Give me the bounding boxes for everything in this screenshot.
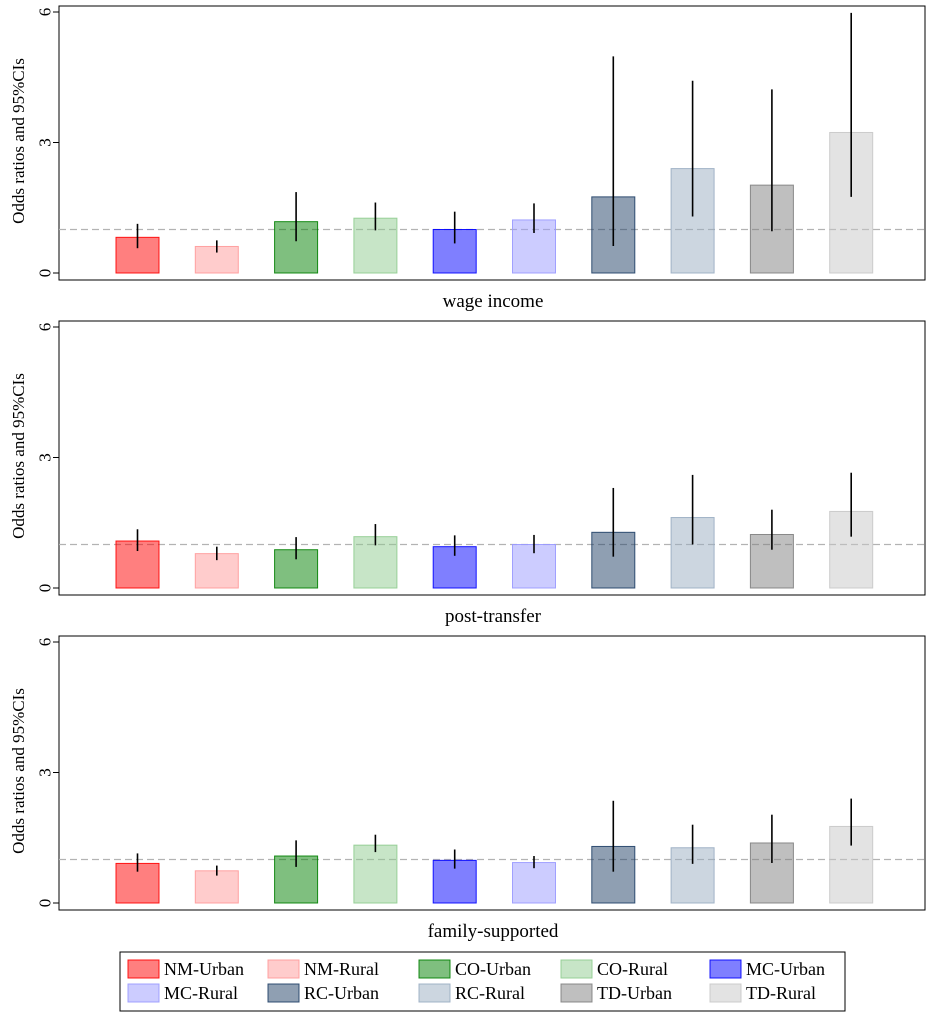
legend-label: CO-Urban <box>455 959 531 979</box>
panel-1: 0 3 6 Odds ratios and 95%CIs wage income <box>9 5 926 312</box>
panel-2: 0 3 6 Odds ratios and 95%CIs post-transfer <box>9 320 926 627</box>
legend-swatch <box>709 959 742 979</box>
y-tick-label: 3 <box>36 138 55 147</box>
y-tick-label: 6 <box>36 638 55 647</box>
y-tick-label: 0 <box>36 584 55 593</box>
legend-label: NM-Rural <box>304 959 379 979</box>
legend-swatch <box>560 959 593 979</box>
plot-frame <box>58 5 926 281</box>
legend-item: TD-Urban <box>560 983 672 1003</box>
y-tick-label: 3 <box>36 453 55 462</box>
legend-item: NM-Rural <box>267 959 379 979</box>
legend-label: RC-Urban <box>304 983 379 1003</box>
legend-label: TD-Urban <box>597 983 672 1003</box>
legend-item: MC-Urban <box>709 959 825 979</box>
bar-mc-rural <box>512 862 556 904</box>
plot-frame <box>58 635 926 911</box>
bar-co-rural <box>353 844 398 904</box>
y-tick-label: 3 <box>36 768 55 777</box>
legend-item: CO-Rural <box>560 959 668 979</box>
legend-label: NM-Urban <box>164 959 244 979</box>
legend-swatch <box>709 983 742 1003</box>
legend-swatch <box>127 983 160 1003</box>
legend-item: CO-Urban <box>418 959 531 979</box>
panel-label: wage income <box>443 291 544 312</box>
y-axis-title: Odds ratios and 95%CIs <box>9 688 28 854</box>
bar-mc-urban <box>432 229 477 274</box>
y-tick-label: 6 <box>36 8 55 17</box>
legend-label: MC-Rural <box>164 983 238 1003</box>
y-tick-label: 6 <box>36 323 55 332</box>
legend-label: RC-Rural <box>455 983 525 1003</box>
y-axis-title: Odds ratios and 95%CIs <box>9 373 28 539</box>
legend-label: MC-Urban <box>746 959 825 979</box>
panel-3: 0 3 6 Odds ratios and 95%CIs family-supporte… <box>9 635 926 942</box>
plot-frame <box>58 320 926 596</box>
legend-item: RC-Urban <box>267 983 379 1003</box>
legend: NM-Urban NM-Rural CO-Urban CO-Rural MC-Urban… <box>119 951 846 1012</box>
legend-swatch <box>560 983 593 1003</box>
legend-item: NM-Urban <box>127 959 244 979</box>
legend-swatch <box>418 983 451 1003</box>
bar-nm-rural <box>194 870 239 904</box>
legend-label: CO-Rural <box>597 959 668 979</box>
legend-label: TD-Rural <box>746 983 816 1003</box>
legend-swatch <box>127 959 160 979</box>
legend-item: TD-Rural <box>709 983 816 1003</box>
y-tick-label: 0 <box>36 899 55 908</box>
y-axis-title: Odds ratios and 95%CIs <box>9 58 28 224</box>
panel-label: post-transfer <box>445 606 542 627</box>
legend-swatch <box>267 983 300 1003</box>
legend-swatch <box>267 959 300 979</box>
panel-label: family-supported <box>428 921 559 942</box>
legend-item: RC-Rural <box>418 983 525 1003</box>
y-tick-label: 0 <box>36 269 55 278</box>
legend-item: MC-Rural <box>127 983 238 1003</box>
legend-swatch <box>418 959 451 979</box>
